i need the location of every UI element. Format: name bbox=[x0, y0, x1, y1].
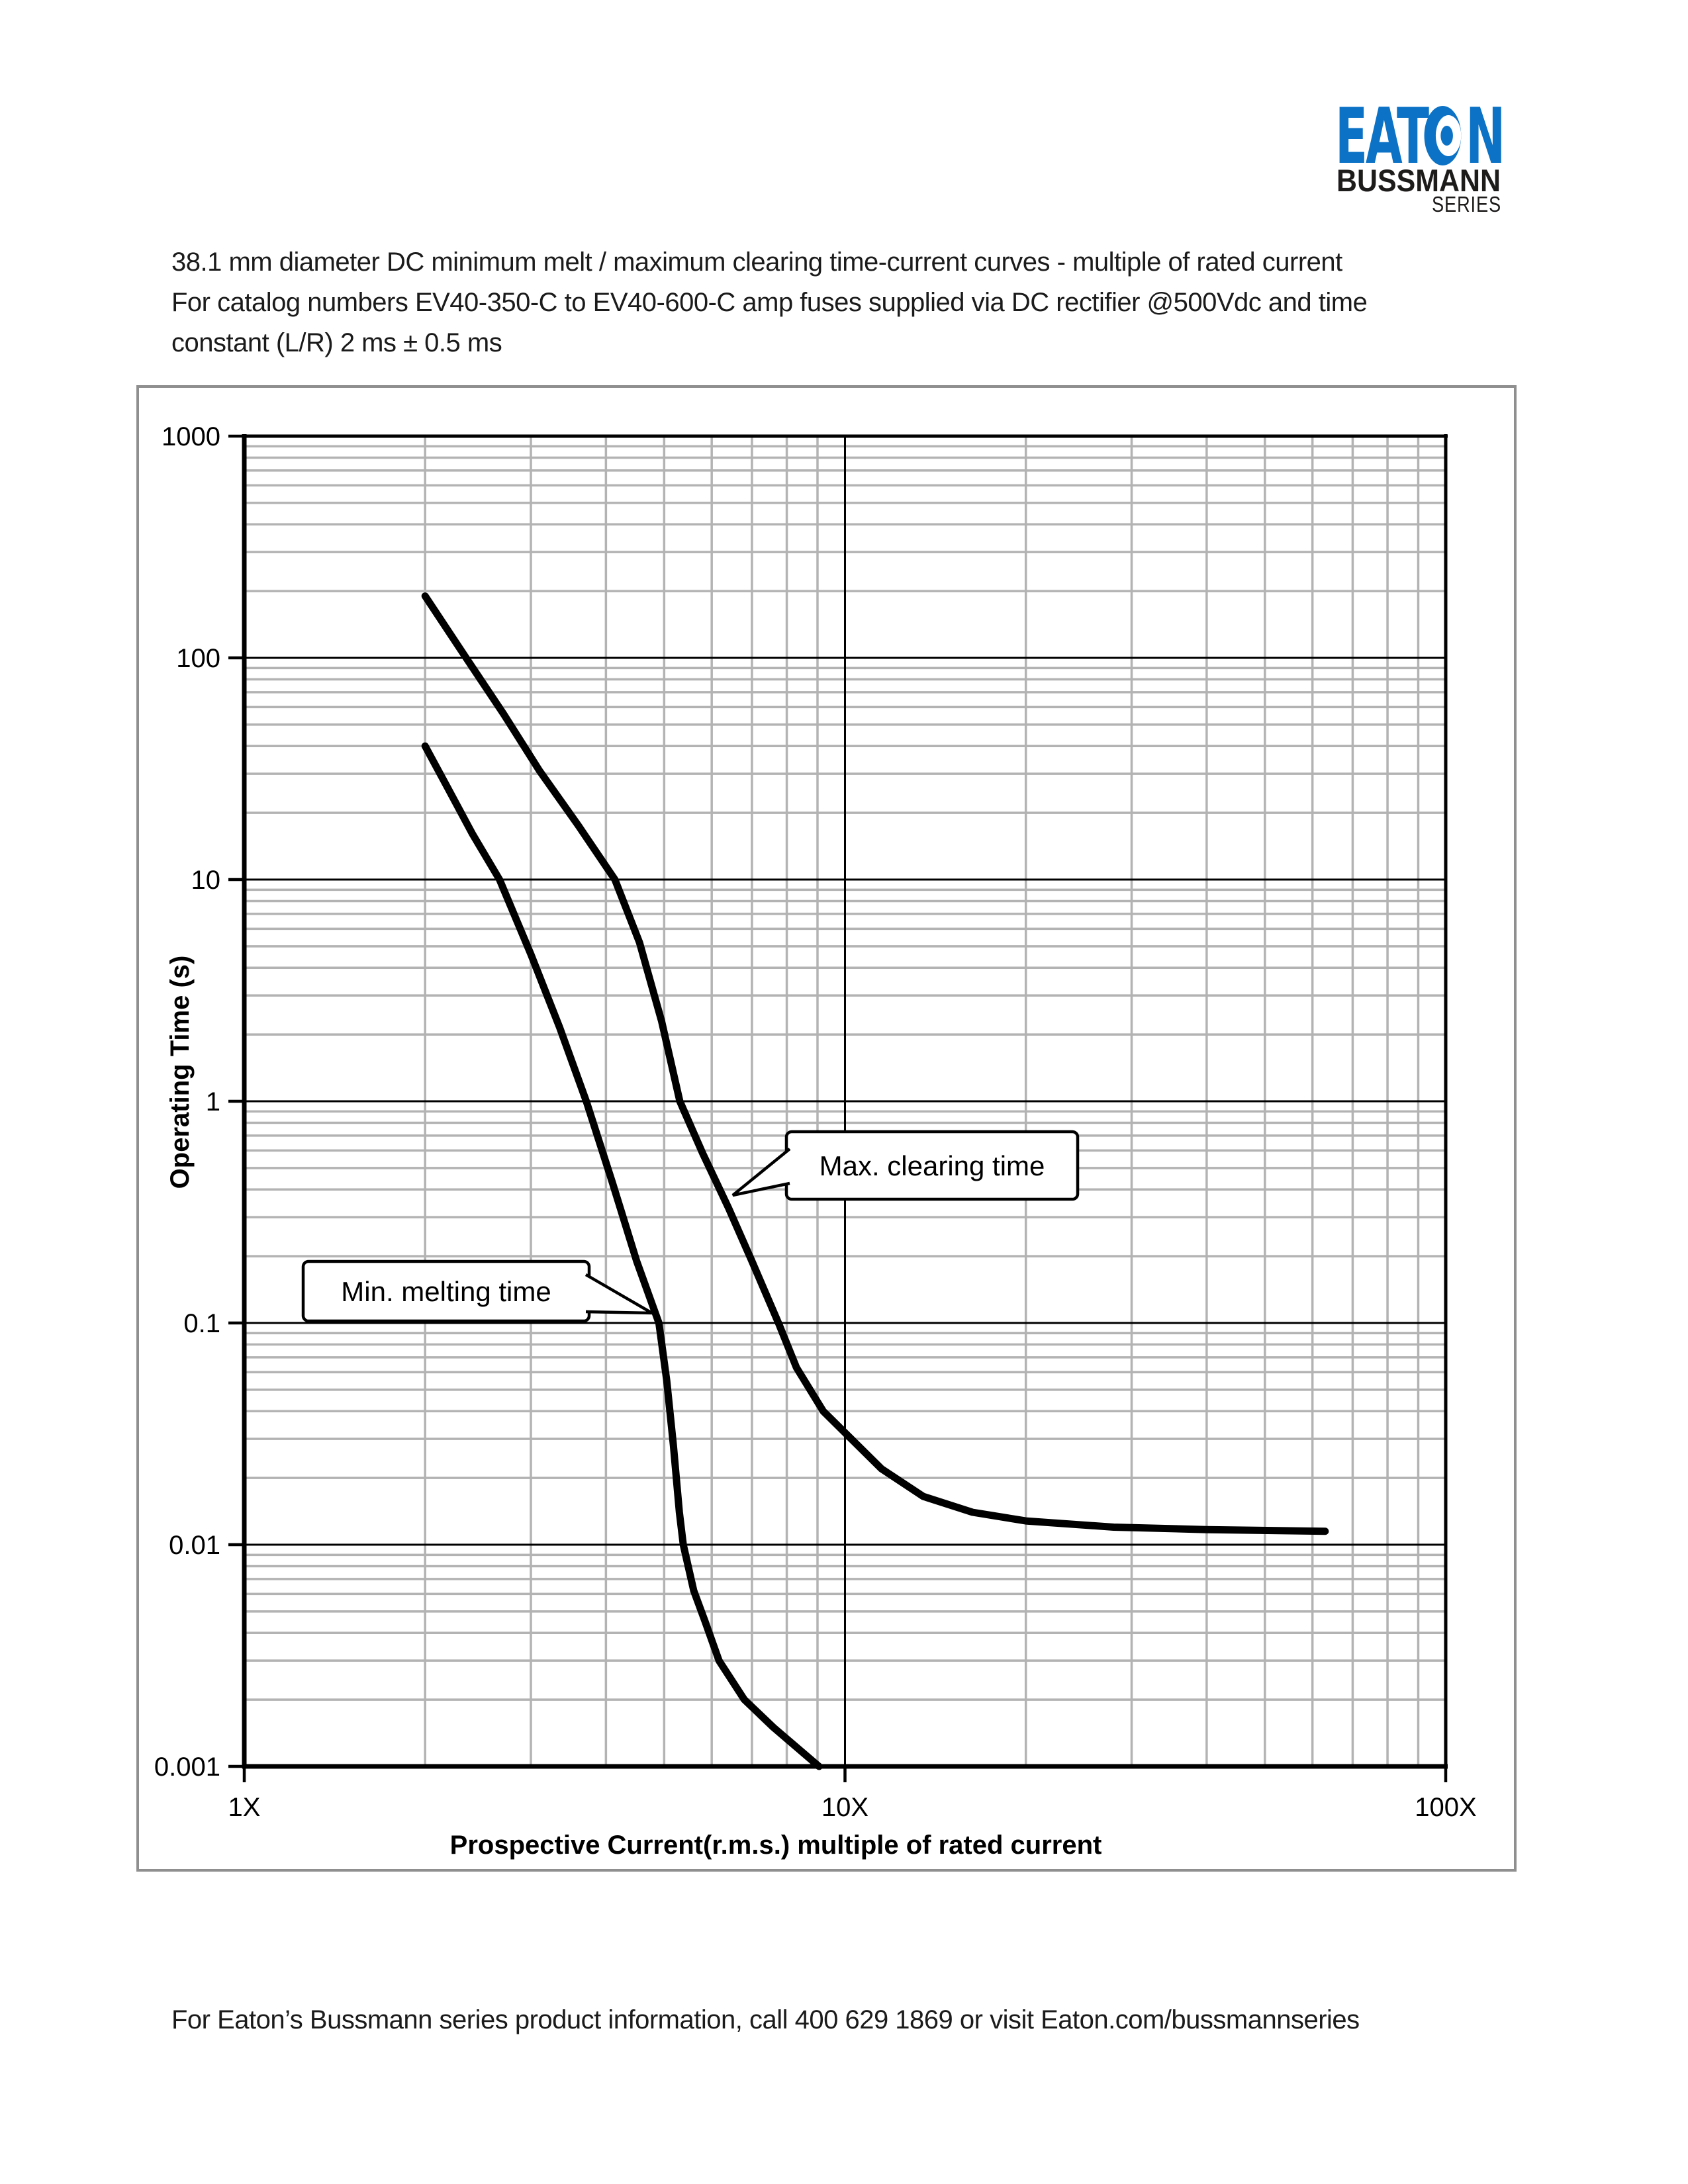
callout-pointer-min-melting bbox=[585, 1273, 658, 1315]
y-tick-label: 0.001 bbox=[154, 1752, 220, 1782]
curves bbox=[421, 592, 1329, 1770]
footer-text: For Eaton’s Bussmann series product info… bbox=[171, 2005, 1360, 2034]
y-tick-label: 0.1 bbox=[183, 1309, 220, 1338]
chart-figure-border bbox=[136, 385, 1517, 1872]
callout-pointer-max-clearing bbox=[731, 1148, 791, 1197]
eaton-logo-o-dot bbox=[1440, 126, 1453, 146]
eaton-bussmann-logo: EAT N BUSSMANN SERIES bbox=[1335, 93, 1503, 216]
callout-label-min-melting: Min. melting time bbox=[341, 1276, 551, 1307]
y-tick-label: 100 bbox=[176, 644, 220, 673]
curve-max-clearing-time bbox=[421, 592, 1329, 1535]
gridlines bbox=[244, 436, 1446, 1766]
y-tick-label: 1 bbox=[206, 1087, 220, 1116]
curve-min-melting-time bbox=[421, 742, 823, 1770]
y-axis-title: Operating Time (s) bbox=[165, 956, 195, 1189]
x-tick-label: 100X bbox=[1415, 1793, 1476, 1822]
bussmann-wordmark: BUSSMANN bbox=[1336, 163, 1501, 198]
callout-max-clearing-time: Max. clearing time bbox=[731, 1130, 1080, 1201]
page-title: 38.1 mm diameter DC minimum melt / maxim… bbox=[171, 242, 1495, 363]
callout-label-max-clearing: Max. clearing time bbox=[820, 1150, 1045, 1181]
eaton-logo-text-right: N bbox=[1466, 93, 1503, 181]
y-tick-label: 10 bbox=[191, 866, 221, 895]
title-line-1: 38.1 mm diameter DC minimum melt / maxim… bbox=[171, 248, 1342, 277]
axes-and-ticks: 1000 100 10 1 0.1 0.01 0.001 1X 10X 100X bbox=[154, 422, 1477, 1822]
y-tick-label: 1000 bbox=[162, 422, 220, 451]
x-tick-label: 10X bbox=[821, 1793, 868, 1822]
x-axis-title: Prospective Current(r.m.s.) multiple of … bbox=[450, 1831, 1102, 1860]
callout-min-melting-time: Min. melting time bbox=[301, 1259, 658, 1323]
series-wordmark: SERIES bbox=[1432, 192, 1501, 216]
eaton-logo: EAT N bbox=[1335, 93, 1503, 181]
eaton-logo-text-left: EAT bbox=[1335, 93, 1429, 181]
title-line-2: For catalog numbers EV40-350-C to EV40-6… bbox=[171, 288, 1368, 317]
title-line-3: constant (L/R) 2 ms ± 0.5 ms bbox=[171, 328, 502, 357]
x-tick-label: 1X bbox=[228, 1793, 261, 1822]
y-tick-label: 0.01 bbox=[169, 1531, 220, 1560]
